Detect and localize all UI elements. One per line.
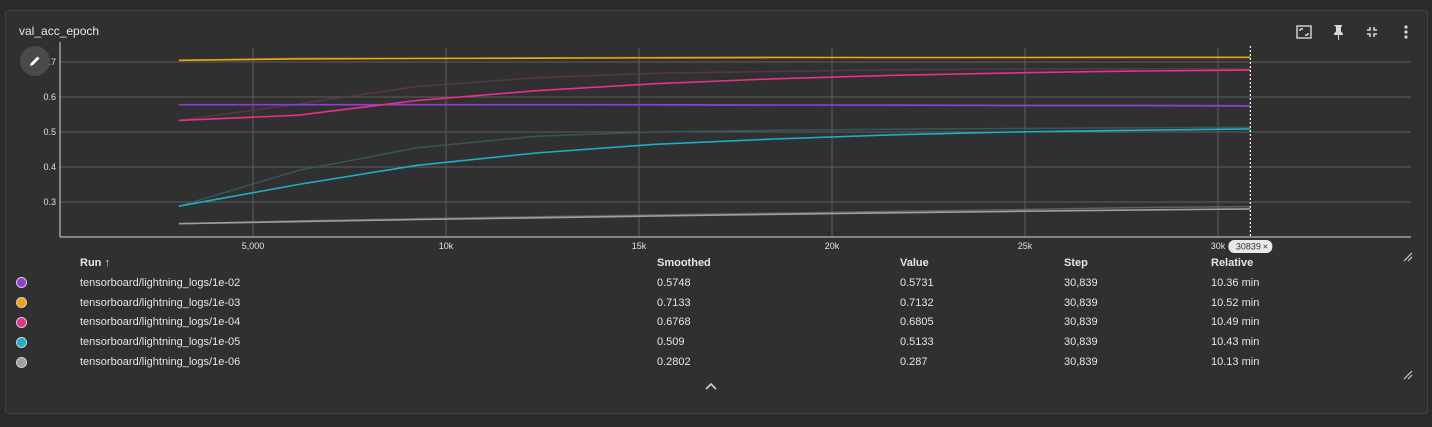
smoothed-value: 0.7133 — [657, 296, 691, 309]
hover-step-label: 30839 — [1236, 242, 1261, 252]
series-line — [178, 103, 1251, 107]
chart-resize-handle[interactable] — [1403, 252, 1413, 262]
scalar-card: val_acc_epoch — [5, 10, 1428, 414]
relative-time: 10.36 min — [1211, 276, 1260, 289]
raw-value: 0.7132 — [900, 296, 934, 309]
y-tick-label: 0.6 — [43, 92, 56, 102]
relative-time: 10.49 min — [1211, 316, 1260, 329]
more-options-button[interactable] — [1395, 21, 1417, 43]
x-tick-label: 15k — [632, 241, 647, 251]
pin-icon — [1334, 25, 1343, 40]
run-color-dot[interactable] — [16, 277, 27, 289]
raw-value: 0.287 — [900, 356, 928, 369]
edit-button[interactable] — [20, 46, 50, 76]
fit-domain-icon — [1296, 25, 1312, 39]
table-row: tensorboard/lightning_logs/1e-05 0.509 0… — [10, 332, 1391, 352]
hover-step-layer: 30839 × — [1228, 46, 1273, 253]
run-name: tensorboard/lightning_logs/1e-05 — [80, 336, 241, 349]
run-color-dot[interactable] — [16, 297, 27, 309]
pin-button[interactable] — [1327, 21, 1349, 43]
raw-series-line — [178, 67, 1251, 122]
relative-time: 10.13 min — [1211, 356, 1260, 369]
header-value[interactable]: Value — [900, 257, 929, 269]
step-value: 30,839 — [1064, 276, 1098, 289]
smoothed-value: 0.5748 — [657, 276, 691, 289]
series-line — [178, 56, 1251, 62]
y-tick-label: 0.5 — [43, 127, 56, 137]
table-resize-handle[interactable] — [1403, 370, 1413, 380]
pencil-icon — [30, 56, 40, 66]
x-tick-label: 5,000 — [242, 241, 265, 251]
run-name: tensorboard/lightning_logs/1e-02 — [80, 276, 241, 289]
hover-step-badge — [1228, 240, 1273, 253]
header-run[interactable]: Run ↑ — [80, 257, 110, 269]
raw-value: 0.5133 — [900, 336, 934, 349]
relative-time: 10.52 min — [1211, 296, 1260, 309]
table-header-row: Run ↑ Smoothed Value Step Relative — [10, 253, 1391, 273]
raw-value: 0.5731 — [900, 276, 934, 289]
step-value: 30,839 — [1064, 336, 1098, 349]
raw-series-layer — [178, 56, 1251, 225]
y-tick-label: 0.3 — [43, 197, 56, 207]
run-color-dot[interactable] — [16, 336, 27, 348]
card-title: val_acc_epoch — [19, 24, 100, 38]
fit-domain-button[interactable] — [1293, 21, 1315, 43]
step-value: 30,839 — [1064, 356, 1098, 369]
run-name: tensorboard/lightning_logs/1e-04 — [80, 316, 241, 329]
table-row: tensorboard/lightning_logs/1e-03 0.7133 … — [10, 293, 1391, 313]
x-tick-label: 25k — [1018, 241, 1033, 251]
run-name: tensorboard/lightning_logs/1e-03 — [80, 296, 241, 309]
run-name: tensorboard/lightning_logs/1e-06 — [80, 356, 241, 369]
relative-time: 10.43 min — [1211, 336, 1260, 349]
header-smoothed[interactable]: Smoothed — [657, 257, 711, 269]
table-row: tensorboard/lightning_logs/1e-02 0.5748 … — [10, 273, 1391, 293]
x-tick-label: 20k — [825, 241, 840, 251]
smoothed-value: 0.509 — [657, 336, 685, 349]
smoothed-value: 0.6768 — [657, 316, 691, 329]
raw-value: 0.6805 — [900, 316, 934, 329]
collapse-icon — [1367, 27, 1377, 37]
hover-step-close-icon[interactable]: × — [1263, 242, 1268, 252]
runs-table: Run ↑ Smoothed Value Step Relative tenso… — [10, 253, 1391, 372]
header-step[interactable]: Step — [1064, 257, 1088, 269]
x-tick-label: 30k — [1211, 241, 1226, 251]
smoothed-series-layer — [178, 56, 1251, 225]
x-tick-label: 10k — [439, 241, 454, 251]
y-tick-label: 0.4 — [43, 162, 56, 172]
series-line — [178, 208, 1251, 225]
smoothed-value: 0.2802 — [657, 356, 691, 369]
run-color-dot[interactable] — [16, 356, 27, 368]
raw-series-line — [178, 126, 1251, 207]
collapse-card-button[interactable] — [1361, 21, 1383, 43]
more-vert-icon — [1404, 25, 1408, 39]
header-relative[interactable]: Relative — [1211, 257, 1254, 269]
series-line — [178, 128, 1251, 207]
card-toolbar — [1293, 21, 1417, 43]
step-value: 30,839 — [1064, 296, 1098, 309]
expand-less-icon[interactable] — [703, 380, 719, 392]
step-value: 30,839 — [1064, 316, 1098, 329]
table-row: tensorboard/lightning_logs/1e-04 0.6768 … — [10, 313, 1391, 333]
chart-grid — [60, 48, 1411, 237]
series-line — [178, 69, 1251, 122]
table-row: tensorboard/lightning_logs/1e-06 0.2802 … — [10, 352, 1391, 372]
header-color — [10, 253, 80, 273]
run-color-dot[interactable] — [16, 317, 27, 329]
